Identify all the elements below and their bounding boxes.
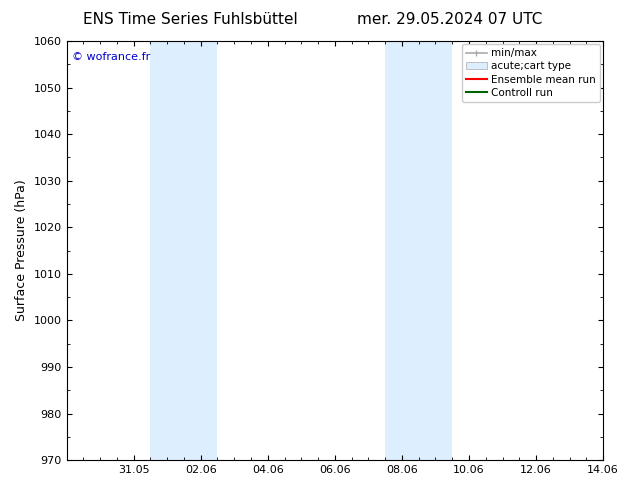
Text: ENS Time Series Fuhlsbüttel: ENS Time Series Fuhlsbüttel [83, 12, 297, 27]
Bar [385, 41, 452, 460]
Bar [150, 41, 217, 460]
Legend: min/max, acute;cart type, Ensemble mean run, Controll run: min/max, acute;cart type, Ensemble mean … [462, 44, 600, 102]
Text: mer. 29.05.2024 07 UTC: mer. 29.05.2024 07 UTC [358, 12, 543, 27]
Y-axis label: Surface Pressure (hPa): Surface Pressure (hPa) [15, 180, 28, 321]
Text: © wofrance.fr: © wofrance.fr [72, 51, 150, 62]
